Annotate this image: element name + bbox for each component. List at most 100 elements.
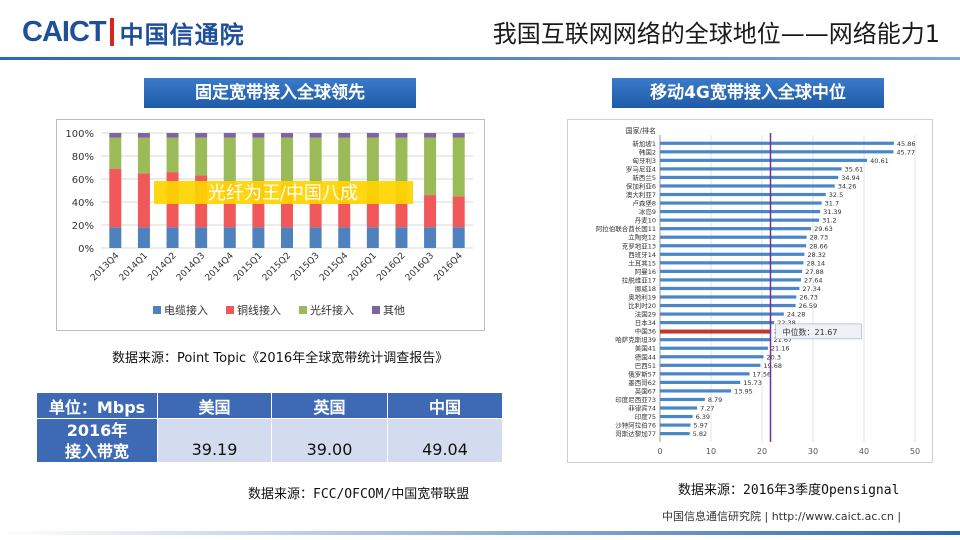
value-label: 26.73 (799, 293, 818, 301)
legend-swatch (372, 306, 380, 314)
legend-label: 铜线接入 (237, 303, 281, 317)
bar (660, 269, 803, 273)
bar (660, 167, 842, 171)
footer-divider (0, 531, 960, 535)
table-header-cn: 中国 (387, 392, 503, 419)
bar (660, 261, 804, 265)
bar-segment (166, 133, 179, 138)
bar-segment (223, 227, 236, 248)
value-label: 8.79 (708, 396, 722, 404)
bar-segment (366, 133, 379, 138)
bar (660, 158, 868, 162)
bar-segment (309, 227, 322, 248)
value-label: 5.97 (693, 422, 707, 430)
bar-segment (338, 227, 351, 248)
value-label: 6.39 (696, 413, 710, 421)
bar (660, 295, 797, 299)
country-label: 墨西哥62 (628, 379, 656, 387)
bar-segment (166, 227, 179, 248)
bar-segment (452, 137, 465, 197)
y-tick-label: 100% (65, 129, 94, 140)
bar (660, 209, 821, 214)
bar-segment (109, 133, 122, 138)
country-label: 日本34 (635, 318, 656, 327)
country-label: 印度尼西亚73 (615, 395, 656, 404)
bar-segment (366, 227, 379, 248)
bar (660, 312, 784, 316)
bar (660, 252, 805, 256)
bar-segment (252, 227, 265, 248)
country-label: 丹麦10 (635, 216, 656, 225)
horizontal-bar-chart: 国家/排名 0 10 20 30 40 50 新加坡1 45.86 韩国2 45.77 匈牙利3 40.… (596, 126, 920, 456)
bar-segment (281, 133, 293, 138)
x-tick-label: 2014Q1 (118, 251, 150, 283)
value-label: 28.32 (807, 251, 826, 259)
country-label: 哈萨克斯坦39 (615, 335, 656, 344)
table-header-us: 美国 (157, 392, 272, 419)
value-uk: 39.00 (306, 440, 353, 459)
bar (660, 414, 693, 419)
country-label: 法国29 (635, 310, 656, 319)
value-label: 19.68 (763, 362, 782, 370)
value-label: 27.64 (804, 276, 823, 284)
bar-segment (223, 133, 236, 138)
bar-segment (223, 137, 236, 182)
country-label: 美国41 (635, 344, 656, 353)
x-tick-label: 2015Q2 (261, 251, 293, 283)
banner-fixed-broadband: 固定宽带接入全球领先 (144, 78, 416, 108)
stacked-bar-chart: 0%20%40%60%80%100%2013Q42014Q12014Q22014… (65, 129, 473, 317)
logo-divider (109, 18, 114, 46)
value-label: 40.61 (870, 157, 889, 165)
bar-segment (452, 227, 465, 248)
country-label: 西班牙14 (628, 250, 656, 259)
fixed-broadband-chart: 0% 20% 40% 60% 80% 100% 2013Q4 2014Q1 2014Q2 2014… (56, 119, 485, 331)
value-label: 32.5 (829, 191, 843, 199)
y-tick-label: 80% (72, 152, 94, 163)
bandwidth-table: 单位：Mbps 美国 英国 中国 2016年 接入带宽 39.19 39.00 … (36, 392, 503, 463)
x-tick-label: 20 (757, 447, 767, 456)
country-label: 土耳其15 (628, 258, 656, 267)
x-tick-label: 2015Q1 (232, 251, 264, 283)
bar (660, 201, 822, 205)
bar-segment (395, 227, 408, 248)
value-label: 26.59 (799, 302, 818, 310)
country-label: 克罗地亚13 (622, 241, 656, 250)
value-label: 28.73 (810, 234, 829, 242)
value-label: 5.82 (693, 430, 707, 438)
country-label: 新西兰5 (632, 173, 656, 182)
y-tick-label: 0% (78, 244, 94, 255)
table-value-us: 39.19 (157, 418, 272, 463)
bar (660, 338, 771, 342)
bar-segment (424, 133, 437, 138)
bar-segment (281, 137, 293, 186)
value-us: 39.19 (191, 440, 238, 459)
footer-text: 中国信息通信研究院 | http://www.caict.ac.cn | (662, 510, 902, 523)
country-label: 奥地利19 (628, 292, 656, 301)
country-label: 拉脱维亚17 (622, 275, 656, 284)
country-label: 新加坡1 (632, 139, 656, 148)
table-header-uk: 英国 (271, 392, 388, 419)
table-header-unit: 单位：Mbps (36, 392, 158, 419)
x-tick-label: 2014Q3 (175, 251, 207, 283)
x-tick-label: 2015Q4 (318, 251, 351, 284)
country-label: 比利时20 (628, 301, 656, 310)
value-label: 20.3 (767, 353, 781, 361)
x-tick-label: 40 (859, 447, 869, 456)
value-label: 45.77 (896, 148, 915, 156)
legend-swatch (226, 306, 234, 314)
value-label: 31.39 (823, 208, 842, 216)
bar (660, 372, 750, 376)
bar (660, 423, 691, 427)
value-label: 27.88 (805, 268, 824, 276)
bar (660, 346, 768, 350)
bar (660, 175, 839, 180)
callout-box (154, 181, 413, 204)
bar-segment (137, 137, 150, 174)
bar-segment (281, 227, 293, 248)
bar (660, 363, 761, 367)
value-label: 22.38 (777, 319, 796, 327)
bar (660, 355, 764, 359)
bar-segment (395, 198, 408, 228)
legend-swatch (299, 306, 307, 314)
country-label: 巴西51 (635, 362, 656, 370)
